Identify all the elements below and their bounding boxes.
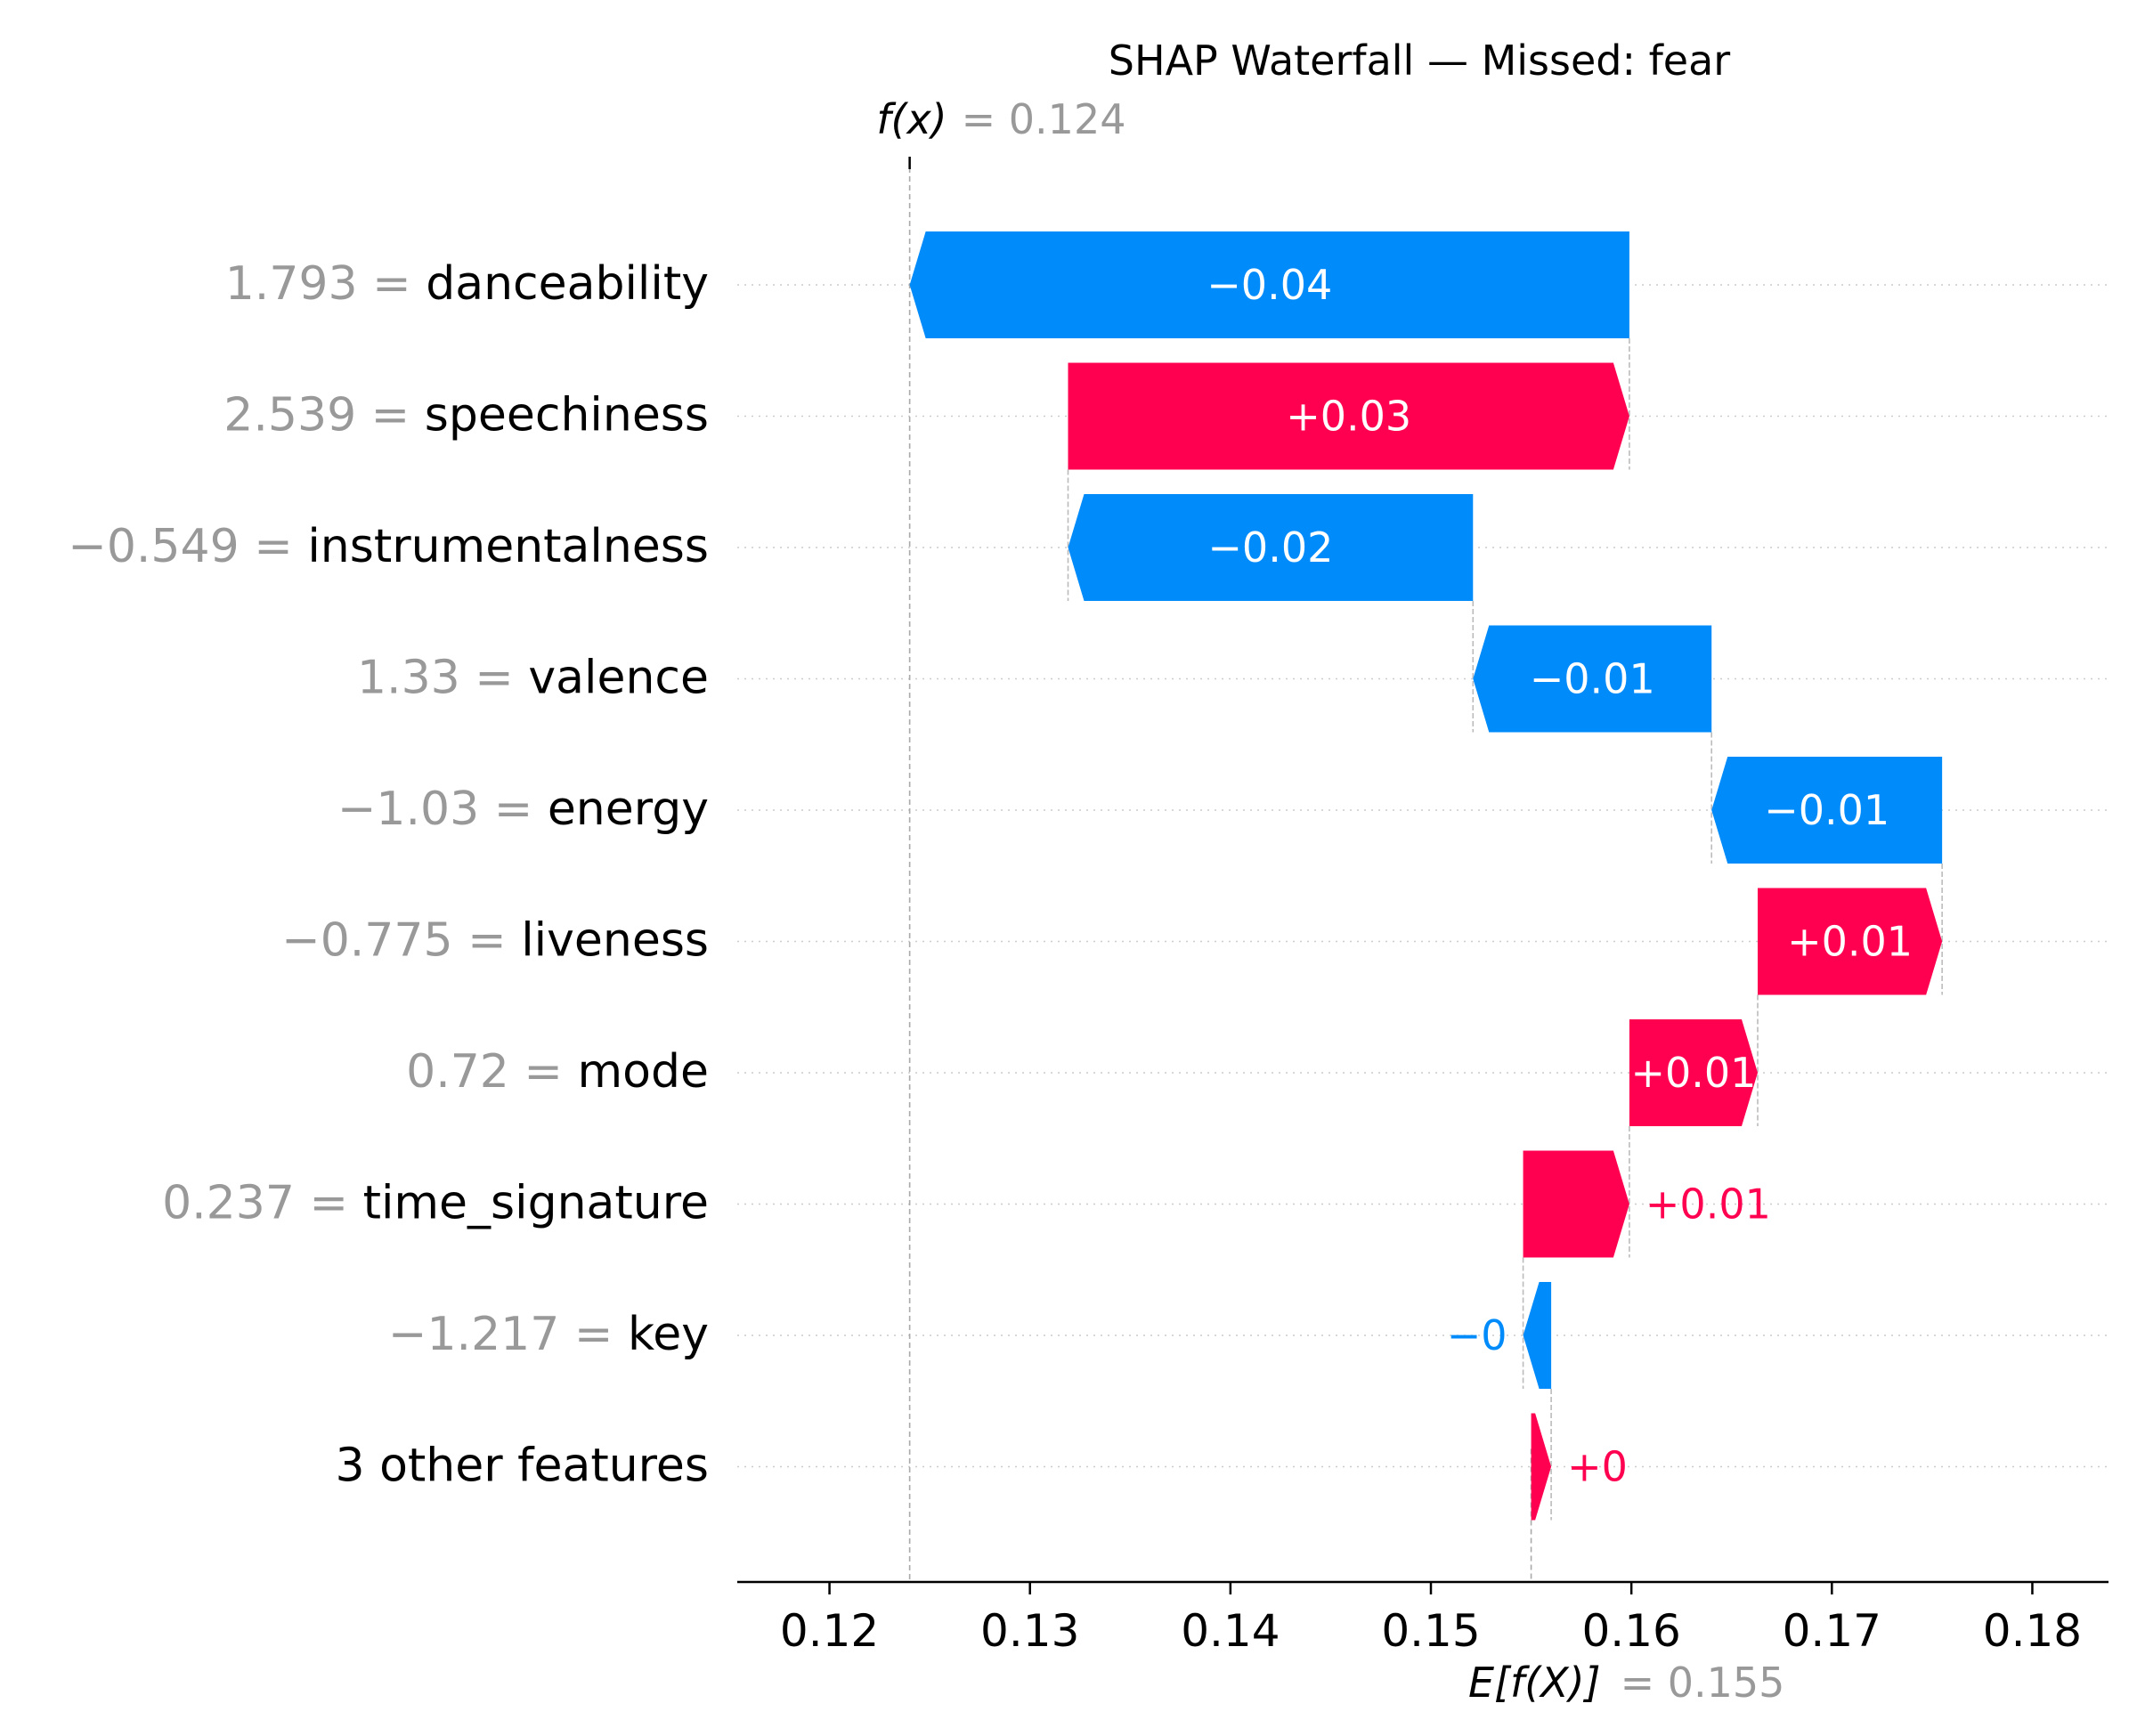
negative-shap-bar xyxy=(1473,625,1712,733)
fx-value: = 0.124 xyxy=(962,95,1126,143)
expected-value: = 0.155 xyxy=(1621,1659,1785,1707)
x-tick-label: 0.16 xyxy=(1581,1605,1680,1657)
positive-shap-bar xyxy=(1531,1413,1552,1521)
positive-shap-bar xyxy=(1757,888,1943,995)
shap-value-label: −0.02 xyxy=(1207,523,1333,572)
feature-value: −1.03 = xyxy=(337,783,548,836)
bar-layer xyxy=(909,231,1943,1521)
feature-name: danceability xyxy=(426,257,709,311)
feature-name: 3 other features xyxy=(335,1440,709,1493)
feature-label: 1.33 = valence xyxy=(357,652,709,705)
expected-value-label: E[f(X)] xyxy=(1468,1659,1601,1707)
feature-value: 1.33 = xyxy=(357,652,528,705)
fx-annotation: f(x) = 0.124 xyxy=(876,95,1125,143)
label-layer: 1.793 = danceability 2.539 = speechiness −… xyxy=(68,257,1913,1493)
shap-value-label: +0.03 xyxy=(1286,393,1411,441)
axis-layer: 0.12 0.13 0.14 0.15 0.16 0.17 0.18 xyxy=(737,1580,2109,1657)
x-tick-label: 0.12 xyxy=(780,1605,879,1657)
positive-shap-bar xyxy=(1068,362,1629,470)
feature-name: mode xyxy=(578,1045,709,1099)
feature-value: −0.549 = xyxy=(68,520,307,573)
base-value-annotation: E[f(X)] = 0.155 xyxy=(1468,1659,1784,1707)
chart-title: SHAP Waterfall — Missed: fear xyxy=(1109,37,1730,85)
feature-value: 1.793 = xyxy=(225,257,427,311)
feature-name: time_signature xyxy=(363,1177,709,1230)
feature-label: −1.217 = key xyxy=(388,1308,709,1361)
shap-value-label: −0.04 xyxy=(1207,261,1332,309)
x-tick-label: 0.14 xyxy=(1181,1605,1280,1657)
feature-label: 3 other features xyxy=(335,1440,709,1493)
feature-value: −1.217 = xyxy=(388,1308,628,1361)
feature-value: 0.237 = xyxy=(162,1177,363,1230)
positive-shap-bar xyxy=(1629,1019,1758,1126)
shap-value-label: −0 xyxy=(1447,1311,1507,1359)
feature-name: key xyxy=(628,1308,709,1361)
feature-value: 2.539 = xyxy=(223,389,425,442)
feature-name: instrumentalness xyxy=(307,520,709,573)
feature-name: valence xyxy=(528,652,709,705)
positive-shap-bar xyxy=(1523,1150,1629,1258)
feature-label: −1.03 = energy xyxy=(337,783,709,836)
shap-value-label: +0.01 xyxy=(1630,1049,1756,1097)
feature-name: speechiness xyxy=(425,389,709,442)
shap-value-label: +0 xyxy=(1567,1443,1628,1491)
feature-label: −0.549 = instrumentalness xyxy=(68,520,709,573)
feature-label: 1.793 = danceability xyxy=(225,257,709,311)
negative-shap-bar xyxy=(909,231,1629,338)
connector-layer xyxy=(908,157,1943,1582)
shap-value-label: −0.01 xyxy=(1530,655,1655,703)
shap-value-label: +0.01 xyxy=(1787,918,1913,966)
negative-shap-bar xyxy=(1711,757,1943,864)
x-tick-label: 0.15 xyxy=(1381,1605,1480,1657)
feature-value: −0.775 = xyxy=(281,914,521,968)
feature-label: −0.775 = liveness xyxy=(281,914,709,968)
feature-label: 0.72 = mode xyxy=(406,1045,709,1099)
feature-label: 2.539 = speechiness xyxy=(223,389,709,442)
feature-name: liveness xyxy=(521,914,709,968)
fx-label: f(x) xyxy=(876,95,947,143)
x-tick-label: 0.18 xyxy=(1983,1605,2082,1657)
feature-label: 0.237 = time_signature xyxy=(162,1177,709,1230)
negative-shap-bar xyxy=(1523,1282,1552,1389)
negative-shap-bar xyxy=(1068,494,1474,601)
feature-name: energy xyxy=(548,783,709,836)
shap-value-label: −0.01 xyxy=(1764,786,1889,834)
feature-value: 0.72 = xyxy=(406,1045,577,1099)
x-tick-label: 0.13 xyxy=(980,1605,1079,1657)
shap-value-label: +0.01 xyxy=(1645,1180,1771,1229)
x-tick-label: 0.17 xyxy=(1783,1605,1881,1657)
